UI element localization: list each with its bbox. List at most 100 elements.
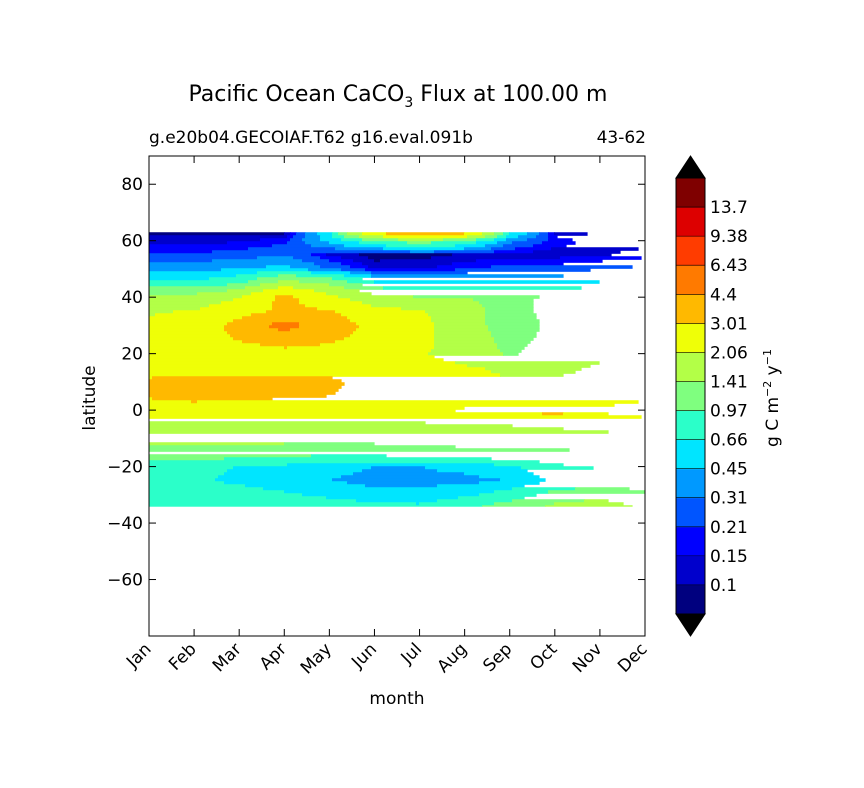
contour-cell xyxy=(320,235,333,239)
contour-cell xyxy=(350,271,372,275)
contour-cell xyxy=(533,244,567,248)
colorbar: 0.1 0.15 0.21 0.31 0.45 0.66 0.97 1.41 2.06 3.01 4… xyxy=(675,155,748,637)
contour-cell xyxy=(362,232,387,236)
contour-cell xyxy=(341,238,363,242)
contour-cell xyxy=(374,280,600,284)
contour-cell xyxy=(149,403,615,407)
contour-cell xyxy=(278,286,294,290)
contour-cell xyxy=(401,307,486,311)
contour-cell xyxy=(371,466,426,470)
contour-cell xyxy=(362,469,438,473)
subtitle-left: g.e20b04.GECOIAF.T62 g16.eval.091b xyxy=(149,128,473,148)
contour-cell xyxy=(149,442,285,446)
contour-cell xyxy=(305,304,372,308)
colorbar-tick-label: 9.38 xyxy=(710,227,748,247)
contour-cell xyxy=(275,298,300,302)
contour-cell xyxy=(287,241,306,245)
contour-cell xyxy=(368,265,438,269)
contour-cell xyxy=(173,310,267,314)
contour-cell xyxy=(149,346,285,350)
contour-cell xyxy=(224,325,270,329)
contour-cell xyxy=(272,301,300,305)
contour-cell xyxy=(149,250,213,254)
contour-cell xyxy=(434,250,495,254)
y-axis: 80 60 40 20 0 −20 −40 −60 xyxy=(107,175,645,591)
contour-cell xyxy=(224,457,492,461)
colorbar-tick-label: 0.45 xyxy=(710,460,748,480)
contour-cell xyxy=(359,241,408,245)
contour-cell xyxy=(497,346,525,350)
contour-cell xyxy=(197,292,252,296)
contour-cell xyxy=(149,430,609,434)
contour-cell xyxy=(413,295,540,299)
x-tick-label: Sep xyxy=(479,639,516,676)
contour-cell xyxy=(356,322,435,326)
contour-cell xyxy=(371,304,483,308)
x-tick-label: Jun xyxy=(347,639,381,673)
contour-cell xyxy=(485,310,534,314)
contour-cell xyxy=(533,250,621,254)
contour-cell xyxy=(296,232,306,236)
contour-cell xyxy=(311,271,351,275)
contour-cell xyxy=(284,232,291,236)
contour-cell xyxy=(149,472,225,476)
contour-cell xyxy=(512,487,576,491)
contour-cell xyxy=(209,304,273,308)
x-tick-label: Feb xyxy=(165,639,200,674)
contour-cell xyxy=(233,319,351,323)
contour-cell xyxy=(467,364,591,368)
contour-cell xyxy=(149,256,258,260)
contour-cell xyxy=(293,256,321,260)
contour-cell xyxy=(434,343,498,347)
contour-cell xyxy=(149,370,492,374)
contour-cell xyxy=(434,334,492,338)
contour-cell xyxy=(278,328,291,332)
contour-cell xyxy=(149,487,264,491)
contour-cell xyxy=(350,319,432,323)
contour-cell xyxy=(341,313,429,317)
contour-cell xyxy=(317,307,402,311)
contour-cell xyxy=(149,490,285,494)
contour-cell xyxy=(512,241,543,245)
contour-cell xyxy=(488,328,540,332)
contour-cell xyxy=(365,268,456,272)
contour-cell xyxy=(296,274,345,278)
contour-cell xyxy=(149,283,228,287)
contour-cell xyxy=(149,361,456,365)
contour-cell xyxy=(482,304,534,308)
contour-cell xyxy=(362,238,399,242)
colorbar-swatch xyxy=(676,265,705,295)
contour-cell xyxy=(149,319,234,323)
contour-cell xyxy=(149,277,210,281)
contour-cell xyxy=(149,274,237,278)
contour-cell xyxy=(149,301,222,305)
contour-cell xyxy=(500,349,522,353)
contour-cell xyxy=(494,250,534,254)
y-axis-label: latitude xyxy=(80,365,100,430)
chart-title: Pacific Ocean CaCO3 Flux at 100.00 m xyxy=(189,82,608,111)
contour-cell xyxy=(149,349,432,353)
contour-cell xyxy=(191,400,198,404)
contour-cell xyxy=(149,340,243,344)
contour-cell xyxy=(494,238,507,242)
colorbar-swatch xyxy=(676,381,705,412)
contour-cell xyxy=(521,466,594,470)
contour-cell xyxy=(386,232,465,236)
colorbar-frame xyxy=(675,177,706,615)
contour-cell xyxy=(350,265,369,269)
title-suffix: Flux at 100.00 m xyxy=(413,82,607,107)
contour-cell xyxy=(149,412,543,416)
contour-cell xyxy=(149,235,288,239)
contour-cell xyxy=(218,475,342,479)
contour-cell xyxy=(506,238,528,242)
contour-cell xyxy=(284,346,288,350)
contour-cell xyxy=(212,250,411,254)
colorbar-tick-label: 1.41 xyxy=(710,372,748,392)
contour-cell xyxy=(356,328,435,332)
colorbar-swatch xyxy=(676,294,705,324)
contour-cell xyxy=(311,244,345,248)
contour-cell xyxy=(320,238,342,242)
contour-cell xyxy=(383,235,468,239)
contour-cell xyxy=(242,295,276,299)
contour-cell xyxy=(149,325,225,329)
